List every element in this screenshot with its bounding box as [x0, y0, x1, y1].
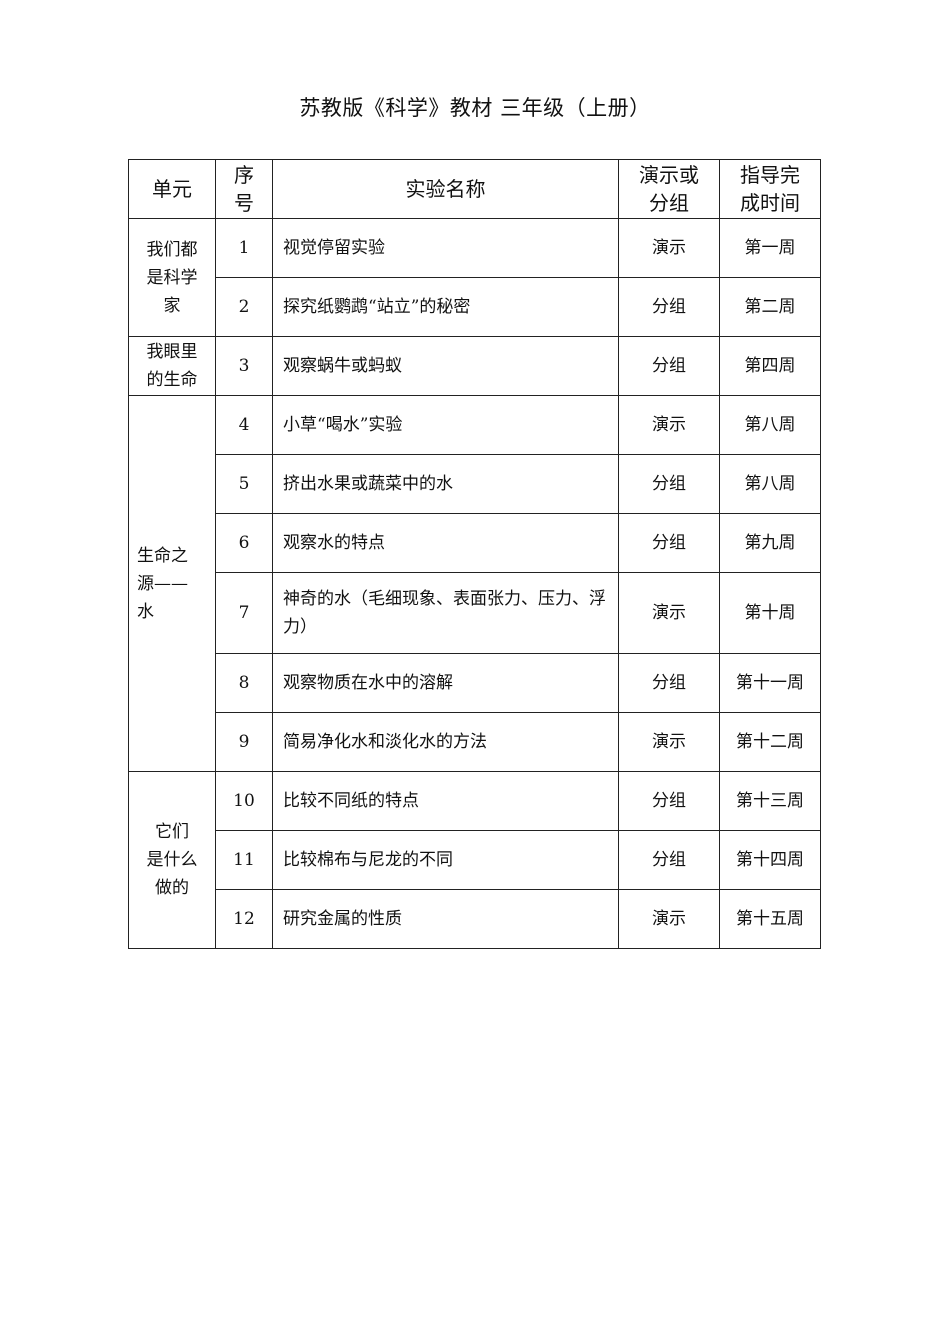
experiment-name-cell: 研究金属的性质 — [272, 889, 619, 949]
mode-cell: 演示 — [618, 572, 720, 654]
mode-cell: 演示 — [618, 889, 720, 949]
time-cell: 第十一周 — [719, 653, 821, 713]
number-cell: 8 — [215, 653, 273, 713]
unit-cell: 我们都 是科学 家 — [128, 218, 216, 337]
time-cell: 第九周 — [719, 513, 821, 573]
table-row: 12 研究金属的性质 演示 第十五周 — [129, 889, 821, 949]
number-cell: 4 — [215, 395, 273, 455]
experiment-name-cell: 探究纸鹦鹉“站立”的秘密 — [272, 277, 619, 337]
unit-cell: 它们 是什么 做的 — [128, 771, 216, 949]
mode-cell: 分组 — [618, 830, 720, 890]
number-cell: 6 — [215, 513, 273, 573]
experiment-name-cell: 观察物质在水中的溶解 — [272, 653, 619, 713]
header-mode: 演示或 分组 — [618, 159, 720, 219]
experiment-name-cell: 观察水的特点 — [272, 513, 619, 573]
table-row: 生命之 源—— 水 4 小草“喝水”实验 演示 第八周 — [128, 395, 821, 772]
table-row: 5 挤出水果或蔬菜中的水 分组 第八周 — [129, 454, 821, 514]
table-row: 11 比较棉布与尼龙的不同 分组 第十四周 — [129, 830, 821, 890]
table-row: 9 简易净化水和淡化水的方法 演示 第十二周 — [129, 712, 821, 772]
experiment-name-cell: 神奇的水（毛细现象、表面张力、压力、浮力） — [272, 572, 619, 654]
time-cell: 第八周 — [719, 454, 821, 514]
table-row: 我们都 是科学 家 1 视觉停留实验 演示 第一周 — [128, 218, 821, 337]
mode-cell: 分组 — [618, 336, 720, 396]
experiment-name-cell: 视觉停留实验 — [272, 218, 619, 278]
mode-cell: 演示 — [618, 395, 720, 455]
mode-cell: 分组 — [618, 454, 720, 514]
header-time: 指导完 成时间 — [719, 159, 821, 219]
number-cell: 5 — [215, 454, 273, 514]
document-title: 苏教版《科学》教材 三年级（上册） — [299, 96, 651, 120]
number-cell: 10 — [215, 771, 273, 831]
number-cell: 9 — [215, 712, 273, 772]
time-cell: 第二周 — [719, 277, 821, 337]
time-cell: 第十周 — [719, 572, 821, 654]
time-cell: 第十二周 — [719, 712, 821, 772]
number-cell: 12 — [215, 889, 273, 949]
number-cell: 2 — [215, 277, 273, 337]
experiment-name-cell: 挤出水果或蔬菜中的水 — [272, 454, 619, 514]
header-unit: 单元 — [128, 159, 216, 219]
time-cell: 第十四周 — [719, 830, 821, 890]
number-cell: 11 — [215, 830, 273, 890]
mode-cell: 分组 — [618, 771, 720, 831]
time-cell: 第八周 — [719, 395, 821, 455]
table-row: 我眼里 的生命 3 观察蜗牛或蚂蚁 分组 第四周 — [128, 336, 821, 396]
table-row: 6 观察水的特点 分组 第九周 — [129, 513, 821, 573]
table-body: 我们都 是科学 家 1 视觉停留实验 演示 第一周 2 探究纸鹦鹉“站立”的秘密 分组 第二周我… — [128, 218, 821, 949]
number-cell: 1 — [215, 218, 273, 278]
experiment-name-cell: 观察蜗牛或蚂蚁 — [272, 336, 619, 396]
header-row: 单元 序 号 实验名称 演示或 分组 指导完 成时间 — [128, 159, 821, 219]
experiment-name-cell: 比较棉布与尼龙的不同 — [272, 830, 619, 890]
table-row: 7 神奇的水（毛细现象、表面张力、压力、浮力） 演示 第十周 — [129, 572, 821, 654]
header-number: 序 号 — [215, 159, 273, 219]
mode-cell: 分组 — [618, 277, 720, 337]
time-cell: 第四周 — [719, 336, 821, 396]
experiment-name-cell: 简易净化水和淡化水的方法 — [272, 712, 619, 772]
table-row: 它们 是什么 做的 10 比较不同纸的特点 分组 第十三周 — [128, 771, 821, 949]
table-row: 8 观察物质在水中的溶解 分组 第十一周 — [129, 653, 821, 713]
mode-cell: 演示 — [618, 712, 720, 772]
time-cell: 第十五周 — [719, 889, 821, 949]
experiment-table: 单元 序 号 实验名称 演示或 分组 指导完 成时间 我们都 是科学 家 1 视觉停… — [128, 159, 821, 949]
experiment-name-cell: 小草“喝水”实验 — [272, 395, 619, 455]
experiment-name-cell: 比较不同纸的特点 — [272, 771, 619, 831]
number-cell: 3 — [215, 336, 273, 396]
header-experiment-name: 实验名称 — [272, 159, 619, 219]
mode-cell: 演示 — [618, 218, 720, 278]
time-cell: 第一周 — [719, 218, 821, 278]
time-cell: 第十三周 — [719, 771, 821, 831]
mode-cell: 分组 — [618, 513, 720, 573]
unit-cell: 我眼里 的生命 — [128, 336, 216, 396]
table-row: 2 探究纸鹦鹉“站立”的秘密 分组 第二周 — [129, 277, 821, 337]
number-cell: 7 — [215, 572, 273, 654]
mode-cell: 分组 — [618, 653, 720, 713]
unit-cell: 生命之 源—— 水 — [128, 395, 216, 772]
